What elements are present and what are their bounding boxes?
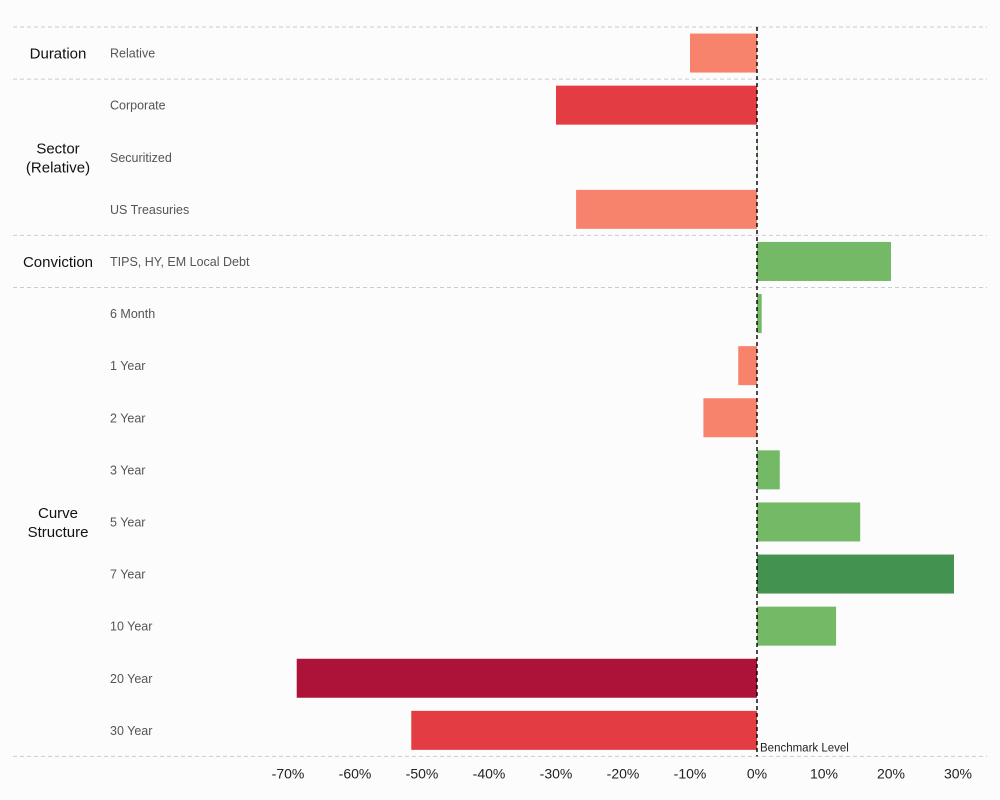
bar-corporate: [556, 85, 757, 125]
x-tick-label: -30%: [540, 765, 573, 781]
x-tick-label: -70%: [272, 765, 305, 781]
x-tick-label: -20%: [607, 765, 640, 781]
x-tick-label: -50%: [406, 765, 439, 781]
category-label: 3 Year: [110, 463, 145, 477]
bar-tips-hy-em-local-debt: [757, 241, 891, 281]
group-dividers: [13, 26, 987, 757]
bar-securitized: [757, 137, 758, 177]
category-label: Corporate: [110, 99, 166, 113]
benchmark-line-group: Benchmark Level: [756, 27, 849, 757]
category-label: 7 Year: [110, 568, 145, 582]
category-label: Relative: [110, 47, 155, 61]
x-tick-label: -40%: [473, 765, 506, 781]
category-label: 1 Year: [110, 359, 145, 373]
x-tick-label: 0%: [747, 765, 767, 781]
bar-3-year: [757, 450, 780, 490]
category-label: Securitized: [110, 151, 172, 165]
bar-relative: [690, 33, 757, 73]
category-label: 30 Year: [110, 724, 152, 738]
bar-30-year: [411, 710, 757, 750]
benchmark-label: Benchmark Level: [760, 742, 849, 754]
bar-1-year: [738, 346, 757, 386]
group-label: Conviction: [23, 254, 93, 271]
x-tick-label: -10%: [674, 765, 707, 781]
x-tick-label: 10%: [810, 765, 838, 781]
group-label: Structure: [28, 524, 89, 541]
bar-2-year: [703, 398, 757, 438]
group-labels: Duration Sector (Relative) Conviction Curve S…: [23, 46, 93, 541]
category-label: 10 Year: [110, 620, 152, 634]
x-tick-label: 20%: [877, 765, 905, 781]
bar-6-month: [757, 294, 762, 334]
bar-us-treasuries: [576, 189, 757, 229]
category-label: 6 Month: [110, 307, 155, 321]
bar-20-year: [296, 658, 757, 698]
group-label: Curve: [38, 505, 78, 522]
item-labels: Relative Corporate Securitized US Treasurie…: [110, 47, 250, 738]
bar-5-year: [757, 502, 861, 542]
bars: [296, 33, 954, 750]
category-label: 20 Year: [110, 672, 152, 686]
category-label: 2 Year: [110, 411, 145, 425]
bar-7-year: [757, 554, 954, 594]
bar-10-year: [757, 606, 837, 646]
x-tick-label: -60%: [339, 765, 372, 781]
group-label: Sector: [36, 140, 79, 157]
category-label: TIPS, HY, EM Local Debt: [110, 255, 250, 269]
group-label: (Relative): [26, 159, 90, 176]
x-tick-label: 30%: [944, 765, 972, 781]
category-label: 5 Year: [110, 515, 145, 529]
x-axis: -70% -60% -50% -40% -30% -20% -10% 0% 10% 20% 30%: [272, 765, 972, 781]
group-label: Duration: [30, 46, 87, 63]
category-label: US Treasuries: [110, 203, 189, 217]
